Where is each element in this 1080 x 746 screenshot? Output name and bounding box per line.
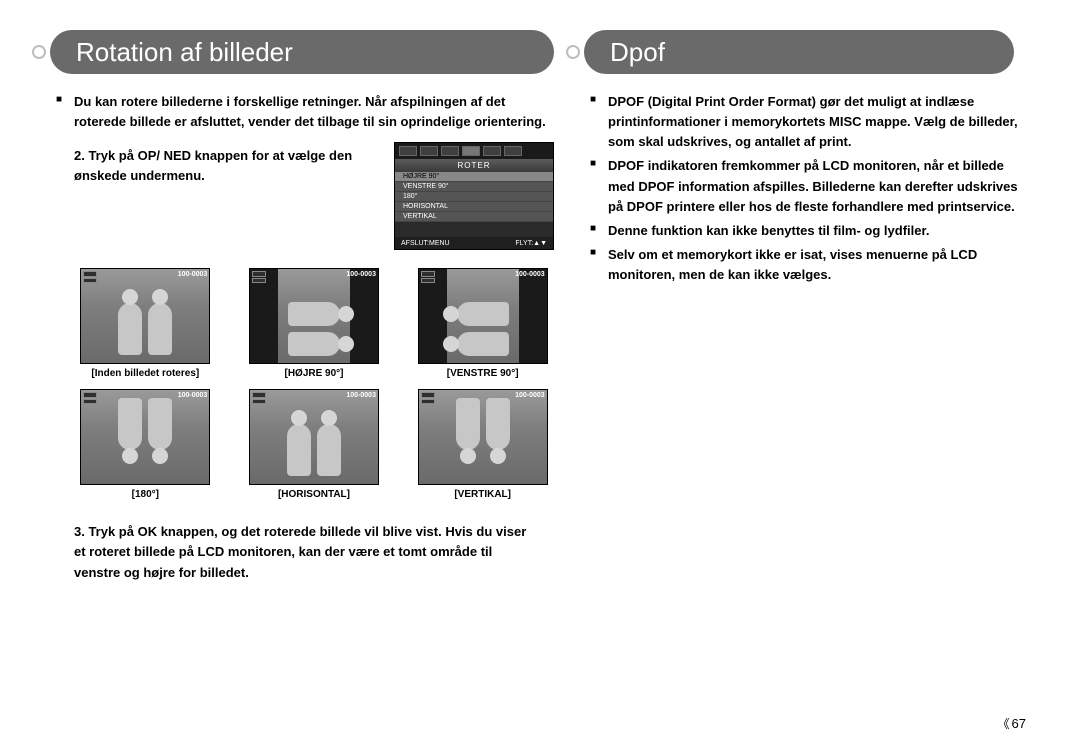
battery-icon bbox=[252, 399, 266, 405]
playback-icon bbox=[83, 271, 97, 277]
menu-tabs bbox=[395, 143, 553, 159]
dpof-bullet: Selv om et memorykort ikke er isat, vise… bbox=[590, 245, 1030, 285]
dpof-bullet: Denne funktion kan ikke benyttes til fil… bbox=[590, 221, 1030, 241]
thumb-id: 100-0003 bbox=[515, 271, 545, 283]
intro-text: Du kan rotere billederne i forskellige r… bbox=[56, 92, 554, 132]
thumb-caption: [HØJRE 90°] bbox=[243, 368, 386, 379]
menu-row: HØJRE 90° bbox=[395, 172, 553, 182]
section-title: Dpof bbox=[610, 37, 665, 68]
menu-tab-icon bbox=[420, 146, 438, 156]
section-header-rotation: Rotation af billeder bbox=[50, 30, 554, 74]
playback-icon bbox=[83, 392, 97, 398]
dpof-bullet: DPOF (Digital Print Order Format) gør de… bbox=[590, 92, 1030, 152]
playback-icon bbox=[421, 271, 435, 277]
menu-tab-icon bbox=[441, 146, 459, 156]
thumb-id: 100-0003 bbox=[178, 271, 208, 283]
thumb-caption: [VERTIKAL] bbox=[411, 489, 554, 500]
thumb-caption: [VENSTRE 90°] bbox=[411, 368, 554, 379]
thumb-id: 100-0003 bbox=[178, 392, 208, 404]
battery-icon bbox=[83, 399, 97, 405]
thumb-original: 100-0003 [Inden billedet roteres] bbox=[74, 268, 217, 379]
page-number: 67 bbox=[998, 715, 1026, 732]
menu-tab-icon bbox=[462, 146, 480, 156]
battery-icon bbox=[421, 278, 435, 284]
section-title: Rotation af billeder bbox=[76, 37, 293, 68]
dpof-bullet: DPOF indikatoren fremkommer på LCD monit… bbox=[590, 156, 1030, 216]
thumb-id: 100-0003 bbox=[515, 392, 545, 404]
thumb-caption: [HORISONTAL] bbox=[243, 489, 386, 500]
menu-tab-icon bbox=[399, 146, 417, 156]
menu-row: 180° bbox=[395, 192, 553, 202]
rotation-thumbnails: 100-0003 [Inden billedet roteres] 100-00… bbox=[74, 268, 554, 500]
menu-row: HORISONTAL bbox=[395, 202, 553, 212]
menu-row: VERTIKAL bbox=[395, 212, 553, 222]
playback-icon bbox=[421, 392, 435, 398]
menu-exit-label: AFSLUT:MENU bbox=[401, 240, 450, 247]
step-3: 3. Tryk på OK knappen, og det roterede b… bbox=[50, 522, 530, 582]
thumb-horizontal: 100-0003 [HORISONTAL] bbox=[243, 389, 386, 500]
thumb-left90: 100-0003 [VENSTRE 90°] bbox=[411, 268, 554, 379]
thumb-id: 100-0003 bbox=[346, 271, 376, 283]
menu-title: ROTER bbox=[395, 159, 553, 172]
thumb-caption: [180°] bbox=[74, 489, 217, 500]
thumb-caption: [Inden billedet roteres] bbox=[74, 368, 217, 379]
thumb-right90: 100-0003 [HØJRE 90°] bbox=[243, 268, 386, 379]
battery-icon bbox=[421, 399, 435, 405]
camera-menu-preview: ROTER HØJRE 90° VENSTRE 90° 180° HORISON… bbox=[394, 142, 554, 250]
playback-icon bbox=[252, 392, 266, 398]
menu-tab-icon bbox=[483, 146, 501, 156]
playback-icon bbox=[252, 271, 266, 277]
menu-move-label: FLYT:▲▼ bbox=[515, 240, 547, 247]
battery-icon bbox=[83, 278, 97, 284]
menu-footer: AFSLUT:MENU FLYT:▲▼ bbox=[395, 237, 553, 249]
menu-row: VENSTRE 90° bbox=[395, 182, 553, 192]
step-2: 2. Tryk på OP/ NED knappen for at vælge … bbox=[50, 146, 382, 186]
thumb-vertical: 100-0003 [VERTIKAL] bbox=[411, 389, 554, 500]
menu-tab-icon bbox=[504, 146, 522, 156]
section-header-dpof: Dpof bbox=[584, 30, 1014, 74]
battery-icon bbox=[252, 278, 266, 284]
thumb-180: 100-0003 [180°] bbox=[74, 389, 217, 500]
thumb-id: 100-0003 bbox=[346, 392, 376, 404]
